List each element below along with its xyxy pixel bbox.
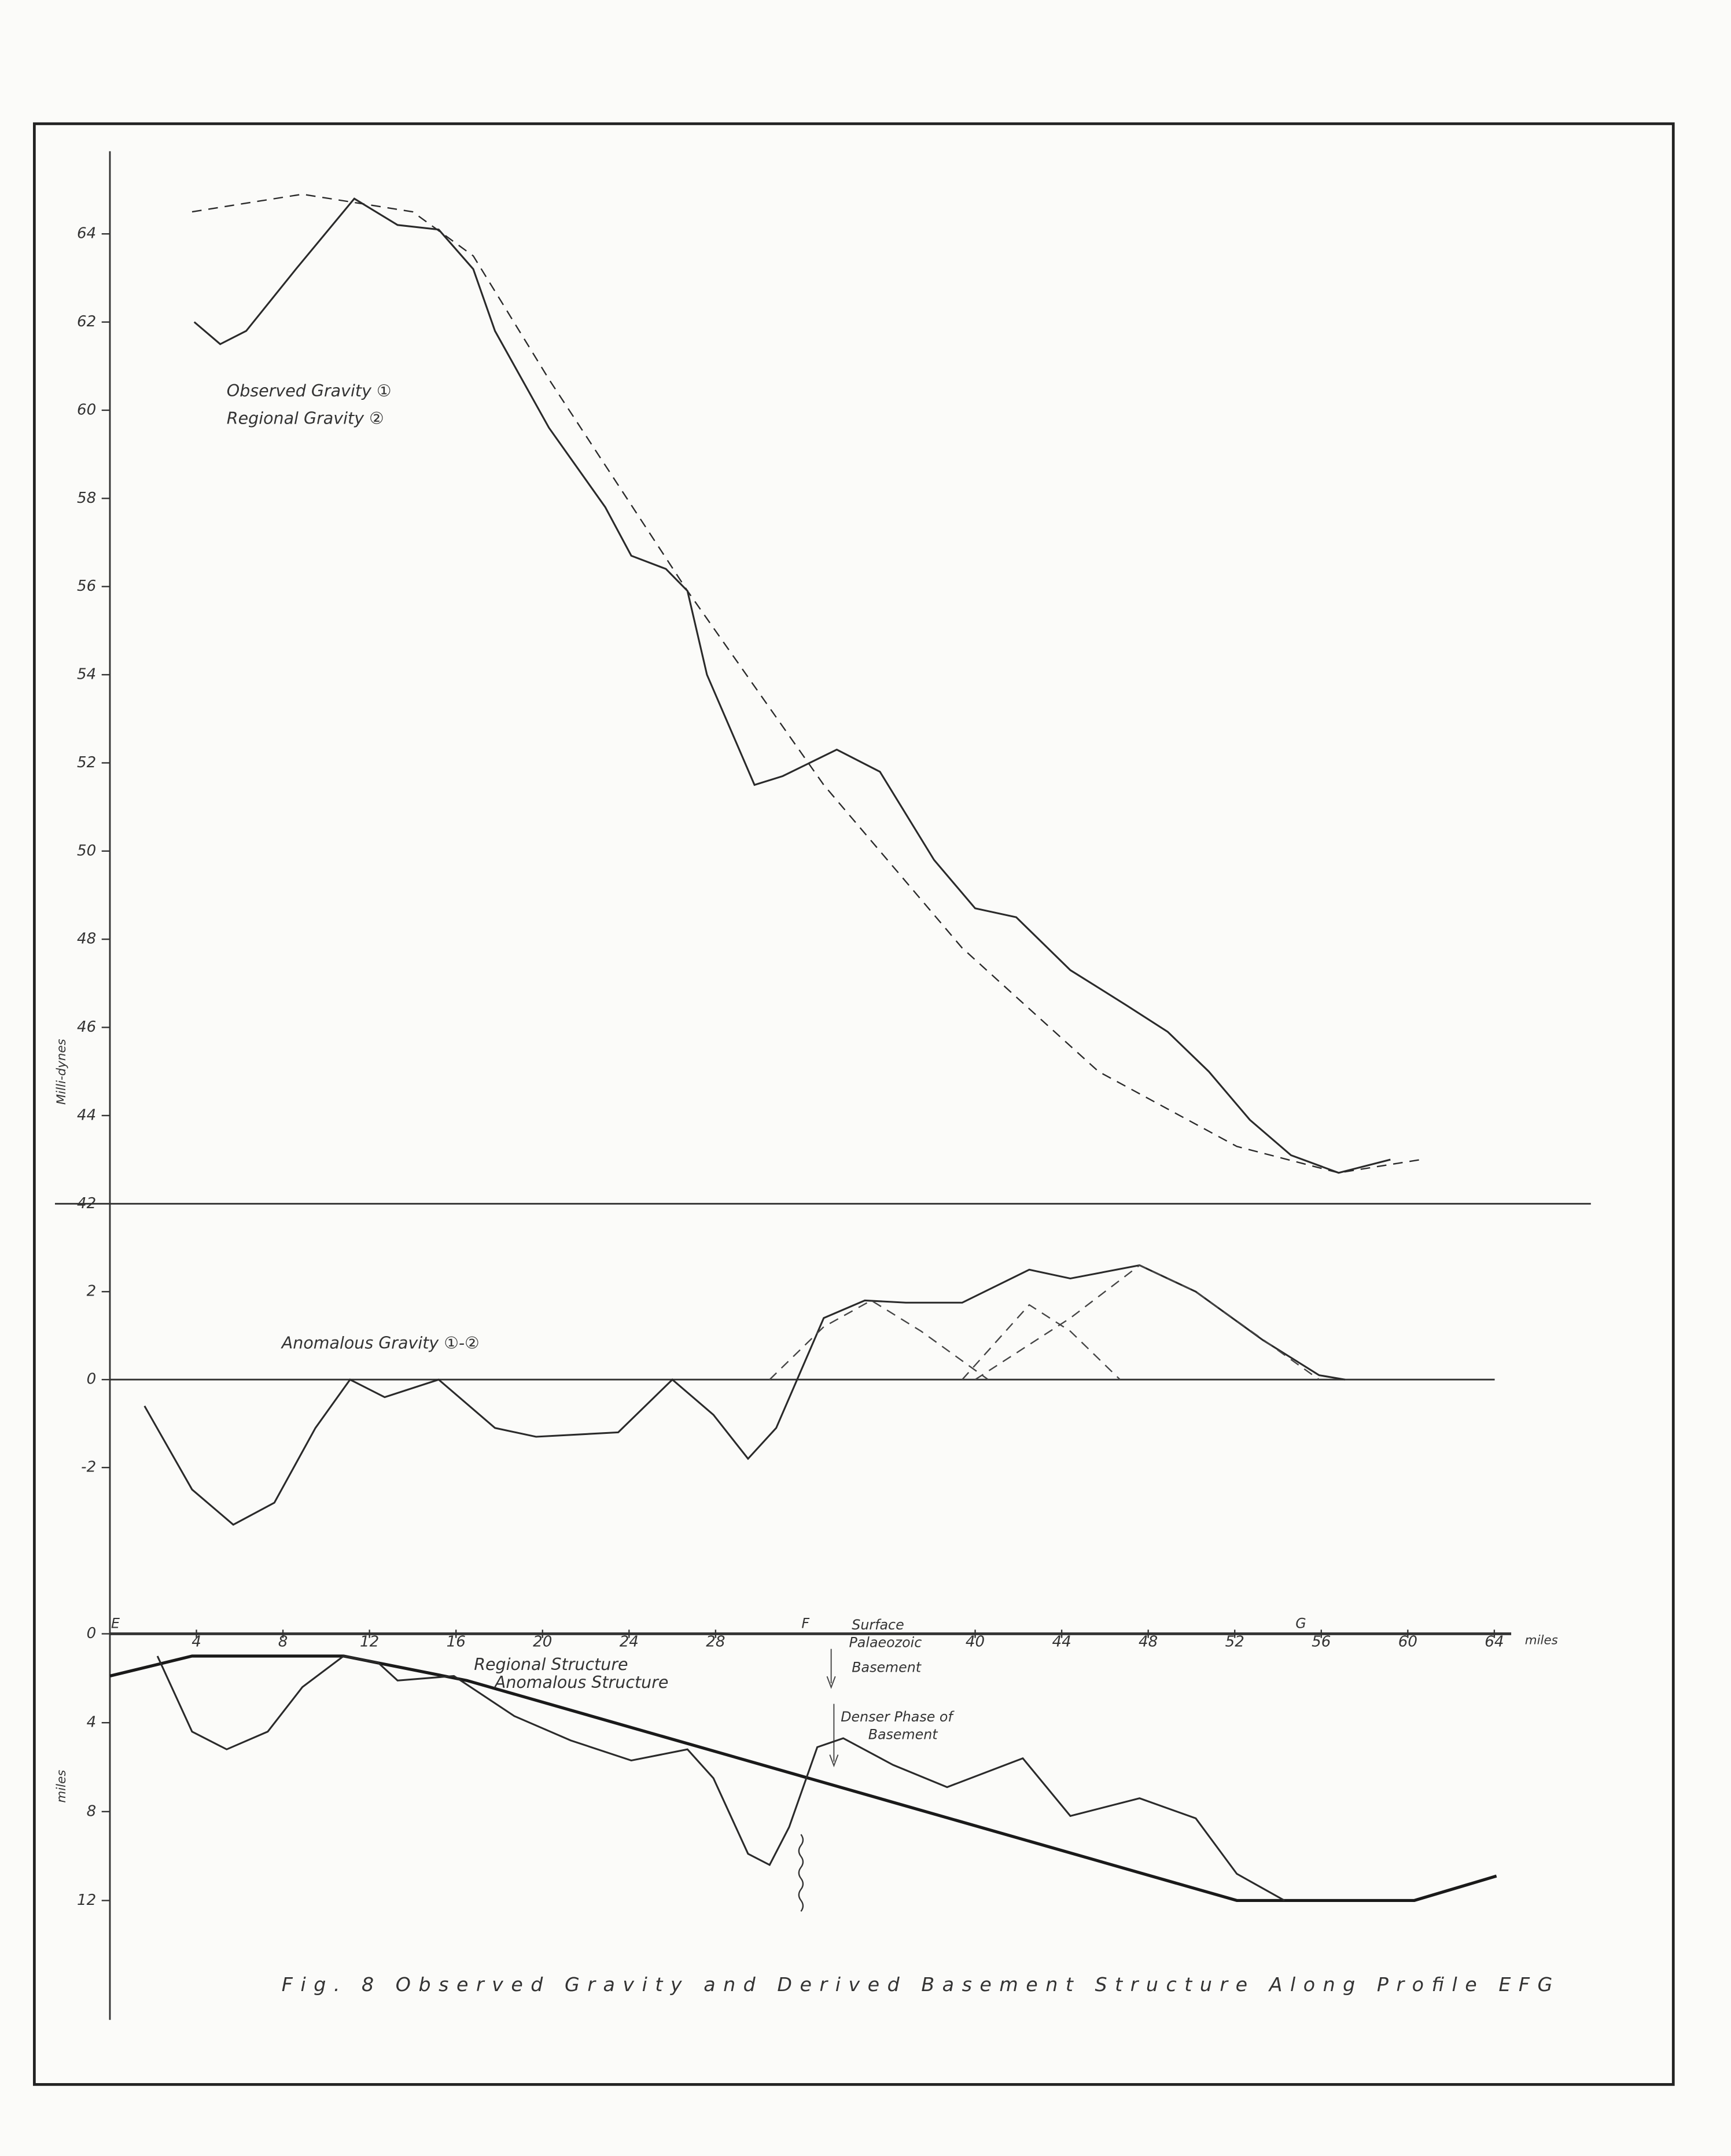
x-tick-label: 40 bbox=[966, 1633, 985, 1650]
point-label: G bbox=[1295, 1615, 1306, 1631]
legend-entry: Anomalous Structure bbox=[493, 1673, 669, 1692]
x-tick-label: 12 bbox=[360, 1633, 379, 1650]
y-tick-label: 12 bbox=[77, 1892, 96, 1909]
x-tick-label: 48 bbox=[1139, 1633, 1158, 1650]
series-line bbox=[143, 1264, 1346, 1526]
y-tick-label: 54 bbox=[77, 666, 96, 683]
x-tick-label: 56 bbox=[1312, 1633, 1331, 1650]
x-tick-label: 4 bbox=[191, 1633, 201, 1650]
caption: Fig. 8 Observed Gravity and Derived Base… bbox=[282, 1973, 1553, 1996]
legend-entry: Regional Gravity ② bbox=[227, 409, 384, 428]
series-line bbox=[974, 1264, 1320, 1381]
frame bbox=[32, 122, 1675, 2086]
legend-entry: Regional Structure bbox=[474, 1655, 628, 1674]
y-tick-label: 64 bbox=[77, 225, 96, 242]
series-line bbox=[191, 193, 1421, 1174]
point-label: E bbox=[111, 1615, 120, 1631]
series-line bbox=[769, 1300, 989, 1381]
annotation: Basement bbox=[852, 1659, 922, 1675]
annotation: Basement bbox=[868, 1727, 939, 1743]
y-axis-label: Milli-dynes bbox=[54, 1039, 69, 1105]
annotation: Palaeozoic bbox=[849, 1635, 922, 1651]
point-label: F bbox=[801, 1615, 809, 1631]
annotation: Surface bbox=[852, 1617, 904, 1633]
legend-entry: Anomalous Gravity ①-② bbox=[281, 1333, 480, 1352]
y-tick-label: 8 bbox=[87, 1802, 97, 1820]
x-tick-label: 60 bbox=[1398, 1633, 1417, 1650]
series-line bbox=[109, 1654, 1497, 1903]
series-line bbox=[193, 197, 1391, 1174]
y-tick-label: -2 bbox=[81, 1459, 96, 1476]
series-line bbox=[156, 1655, 1286, 1901]
annotation: Denser Phase of bbox=[841, 1709, 955, 1725]
y-tick-label: 42 bbox=[77, 1195, 96, 1212]
y-tick-label: 46 bbox=[77, 1018, 96, 1036]
x-axis-label: miles bbox=[1525, 1633, 1558, 1647]
y-tick-label: 56 bbox=[77, 577, 96, 595]
y-tick-label: 0 bbox=[87, 1371, 97, 1388]
x-tick-label: 20 bbox=[533, 1633, 552, 1650]
arrows bbox=[826, 1649, 839, 1768]
x-tick-label: 44 bbox=[1052, 1633, 1071, 1650]
fault-mark bbox=[798, 1834, 804, 1912]
x-tick-label: 52 bbox=[1225, 1633, 1244, 1650]
series-line bbox=[962, 1304, 1121, 1381]
y-tick-label: 50 bbox=[77, 842, 96, 859]
y-tick-label: 60 bbox=[77, 401, 96, 418]
y-tick-label: 62 bbox=[77, 313, 96, 330]
x-tick-label: 16 bbox=[447, 1633, 466, 1650]
y-tick-label: 58 bbox=[77, 490, 96, 507]
y-tick-label: 48 bbox=[77, 930, 96, 948]
y-tick-label: 52 bbox=[77, 754, 96, 771]
x-tick-label: 28 bbox=[706, 1633, 725, 1650]
y-tick-label: 0 bbox=[87, 1625, 97, 1642]
y-tick-label: 4 bbox=[87, 1714, 97, 1731]
y-axis-label: miles bbox=[54, 1770, 69, 1803]
x-tick-label: 64 bbox=[1485, 1633, 1504, 1650]
legend-entry: Observed Gravity ① bbox=[227, 381, 392, 400]
x-tick-label: 8 bbox=[278, 1633, 288, 1650]
y-tick-label: 2 bbox=[87, 1283, 97, 1300]
y-tick-label: 44 bbox=[77, 1106, 96, 1124]
x-tick-label: 24 bbox=[620, 1633, 639, 1650]
